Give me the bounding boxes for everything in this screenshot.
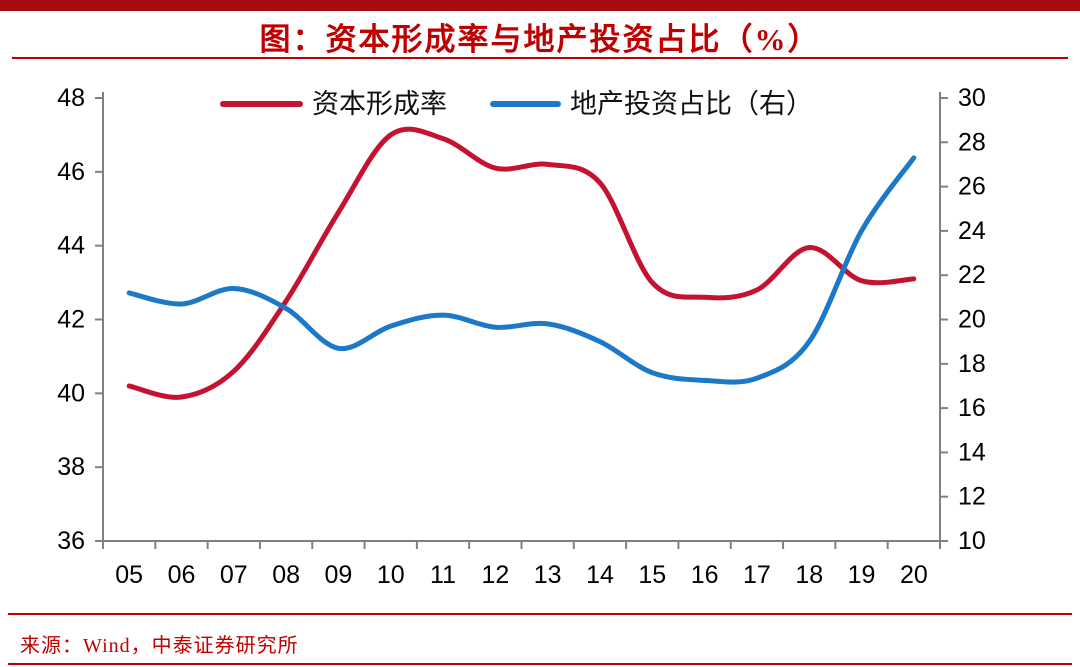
left-axis-label: 46	[57, 158, 85, 186]
x-axis-label: 18	[795, 561, 823, 589]
x-axis-label: 13	[534, 561, 562, 589]
right-axis-label: 16	[958, 394, 986, 422]
right-axis-label: 28	[958, 128, 986, 156]
x-axis-label: 07	[220, 561, 248, 589]
x-axis-label: 17	[743, 561, 771, 589]
x-axis-label: 08	[272, 561, 300, 589]
legend-label-0: 资本形成率	[312, 89, 447, 119]
left-axis-label: 38	[57, 453, 85, 481]
right-axis-label: 26	[958, 173, 986, 201]
page-title: 图：资本形成率与地产投资占比（%）	[259, 22, 821, 57]
x-axis-label: 06	[168, 561, 196, 589]
right-axis-label: 18	[958, 350, 986, 378]
right-axis-label: 20	[958, 306, 986, 334]
left-axis-label: 48	[57, 84, 85, 112]
source-text: 来源：Wind，中泰证券研究所	[20, 635, 299, 657]
x-axis-label: 14	[586, 561, 614, 589]
series-line-0	[126, 126, 917, 400]
right-axis-label: 14	[958, 438, 986, 466]
right-axis-label: 30	[958, 84, 986, 112]
x-axis-label: 05	[115, 561, 143, 589]
right-axis-label: 12	[958, 483, 986, 511]
left-axis-label: 44	[57, 232, 85, 260]
left-axis-label: 42	[57, 306, 85, 334]
footer-divider	[8, 613, 1072, 615]
right-axis-label: 10	[958, 527, 986, 555]
x-axis-label: 15	[638, 561, 666, 589]
x-axis-label: 10	[377, 561, 405, 589]
title-divider	[12, 57, 1068, 59]
right-axis-label: 22	[958, 261, 986, 289]
x-axis-label: 20	[900, 561, 928, 589]
x-axis-label: 12	[481, 561, 509, 589]
right-axis-label: 24	[958, 217, 986, 245]
x-axis-label: 09	[325, 561, 353, 589]
x-axis-label: 19	[848, 561, 876, 589]
legend-label-1: 地产投资占比（右）	[570, 89, 813, 119]
x-axis-label: 11	[430, 561, 456, 589]
left-axis-label: 36	[57, 527, 85, 555]
line-chart: 48 46 44 42 40 38 36 30 28 26 24 22 20 18 16 14 12 10 05 06…	[57, 84, 986, 589]
header-accent-bar	[0, 0, 1080, 11]
x-axis-label: 16	[691, 561, 719, 589]
chart-area: 48 46 44 42 40 38 36 30 28 26 24 22 20 18 16 14 12 10 05 06…	[0, 60, 1080, 605]
bottom-border	[8, 663, 1072, 665]
left-axis-label: 40	[57, 379, 85, 407]
series-line-1	[126, 155, 917, 385]
